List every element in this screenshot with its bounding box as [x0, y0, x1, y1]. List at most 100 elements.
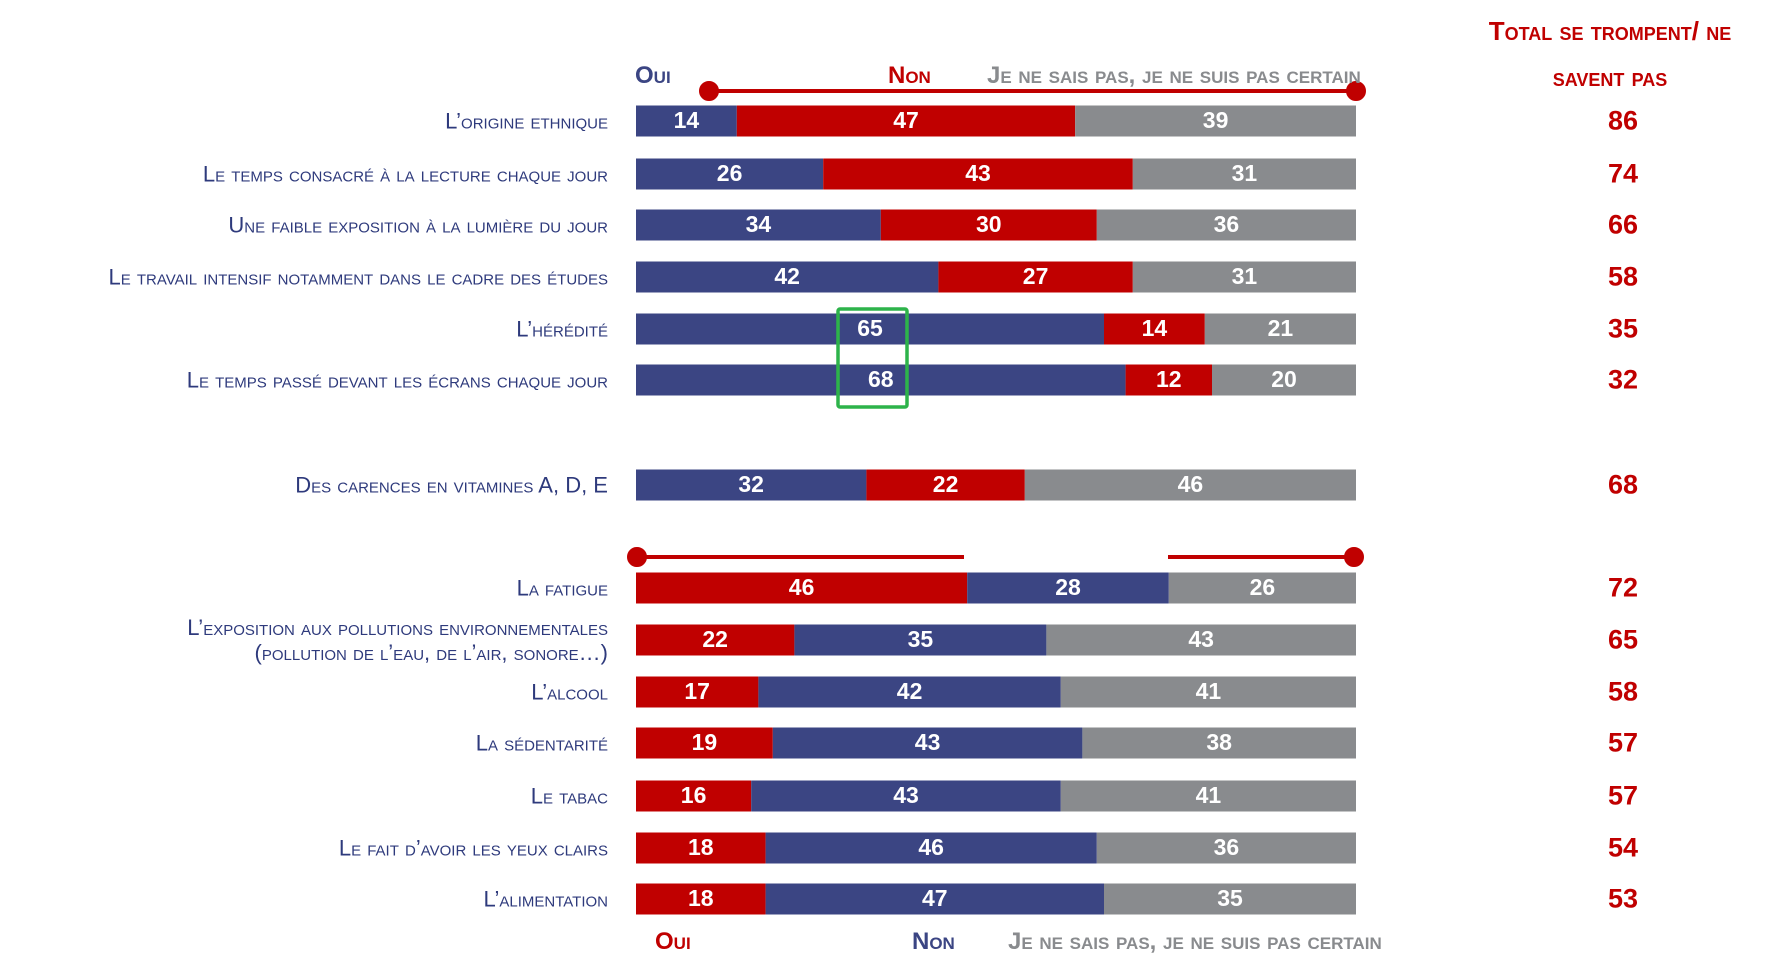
bracket-dot: [699, 81, 719, 101]
bar-segment: [1104, 313, 1205, 345]
bar-segment: [1082, 727, 1356, 759]
bar-segment: [1096, 209, 1356, 241]
value-label: 46: [789, 574, 815, 600]
bar-segment: [751, 780, 1061, 812]
bar-segment: [1075, 105, 1356, 137]
category-label: L’origine ethnique: [445, 108, 608, 134]
bar-segment: [636, 105, 737, 137]
value-label: 17: [684, 678, 710, 704]
total-label: 53: [1607, 883, 1639, 914]
bar-segment: [765, 832, 1097, 864]
bar-segment: [636, 158, 824, 190]
value-label: 47: [922, 885, 948, 911]
bar-segment: [1104, 883, 1356, 915]
total-label: 72: [1607, 572, 1639, 603]
category-label: L’exposition aux pollutions environnemen…: [187, 615, 608, 665]
value-label: 30: [976, 211, 1002, 237]
bar-segment: [1132, 158, 1356, 190]
bar-segment: [938, 261, 1133, 293]
value-label: 31: [1232, 263, 1258, 289]
bar-segment: [1024, 469, 1356, 501]
value-label: 19: [692, 729, 718, 755]
bar-segment: [866, 469, 1025, 501]
bar-segment: [823, 158, 1133, 190]
bar-segment: [636, 469, 867, 501]
bar-segment: [1204, 313, 1356, 345]
value-label: 28: [1055, 574, 1081, 600]
bracket-dot: [627, 547, 647, 567]
value-label: 36: [1214, 834, 1240, 860]
totals-title: Total se trompent/ ne savent pas: [1488, 16, 1732, 92]
category-label: La sédentarité: [475, 730, 608, 756]
bar-segment: [736, 105, 1076, 137]
value-label: 27: [1023, 263, 1049, 289]
bar-segment: [636, 832, 766, 864]
bar-segment: [772, 727, 1083, 759]
value-label: 14: [1142, 315, 1168, 341]
value-label: 43: [965, 160, 991, 186]
legend-label: Oui: [655, 928, 691, 955]
bar-segment: [794, 624, 1047, 656]
bar-segment: [1212, 364, 1356, 396]
value-label: 41: [1196, 678, 1222, 704]
value-label: 35: [1217, 885, 1243, 911]
value-label: 14: [674, 107, 700, 133]
category-label: Le fait d’avoir les yeux clairs: [338, 835, 608, 861]
legend-label: Non: [912, 928, 955, 955]
value-label: 22: [933, 471, 959, 497]
bar-segment: [636, 572, 968, 604]
bar-segment: [1168, 572, 1356, 604]
value-label: 18: [688, 834, 714, 860]
total-label: 54: [1607, 832, 1639, 863]
value-label: 39: [1203, 107, 1229, 133]
value-label: 47: [893, 107, 919, 133]
total-label: 86: [1607, 105, 1639, 136]
bracket-dot: [1344, 547, 1364, 567]
total-label: 58: [1607, 261, 1639, 292]
category-label: Des carences en vitamines A, D, E: [295, 472, 608, 498]
value-label: 42: [897, 678, 923, 704]
value-label: 22: [702, 626, 728, 652]
value-label: 21: [1268, 315, 1294, 341]
bar-segment: [636, 209, 881, 241]
bar-segment: [636, 883, 766, 915]
value-label: 42: [774, 263, 800, 289]
bar-segment: [636, 261, 939, 293]
bar-segment: [967, 572, 1169, 604]
total-label: 65: [1607, 624, 1639, 655]
value-label: 43: [1188, 626, 1214, 652]
bar-segment: [636, 727, 773, 759]
category-label: Le temps consacré à la lecture chaque jo…: [202, 161, 608, 187]
category-label: Le temps passé devant les écrans chaque …: [186, 367, 608, 393]
bar-segment: [636, 624, 795, 656]
value-label: 43: [893, 782, 919, 808]
bar-segment: [1060, 676, 1356, 708]
value-label: 26: [717, 160, 743, 186]
value-label: 20: [1271, 366, 1297, 392]
total-label: 57: [1607, 780, 1639, 811]
value-label: 32: [738, 471, 764, 497]
total-label: 74: [1607, 158, 1639, 189]
category-label: La fatigue: [516, 575, 608, 601]
bar-segment: [1060, 780, 1356, 812]
category-label: Une faible exposition à la lumière du jo…: [228, 212, 608, 238]
value-label: 68: [868, 366, 894, 392]
category-label: Le travail intensif notamment dans le ca…: [108, 264, 608, 290]
total-label: 32: [1607, 364, 1639, 395]
bar-segment: [636, 364, 1126, 396]
category-label: L’alimentation: [483, 886, 608, 912]
bar-segment: [636, 676, 759, 708]
value-label: 12: [1156, 366, 1182, 392]
value-label: 34: [746, 211, 772, 237]
bar-segment: [1125, 364, 1212, 396]
total-label: 68: [1607, 469, 1639, 500]
category-label: L’hérédité: [516, 316, 608, 342]
value-label: 31: [1232, 160, 1258, 186]
bracket-dot: [1346, 81, 1366, 101]
decor: [627, 81, 1366, 567]
legend-label: Non: [888, 62, 931, 89]
total-label: 35: [1607, 313, 1639, 344]
bar-segment: [1096, 832, 1356, 864]
